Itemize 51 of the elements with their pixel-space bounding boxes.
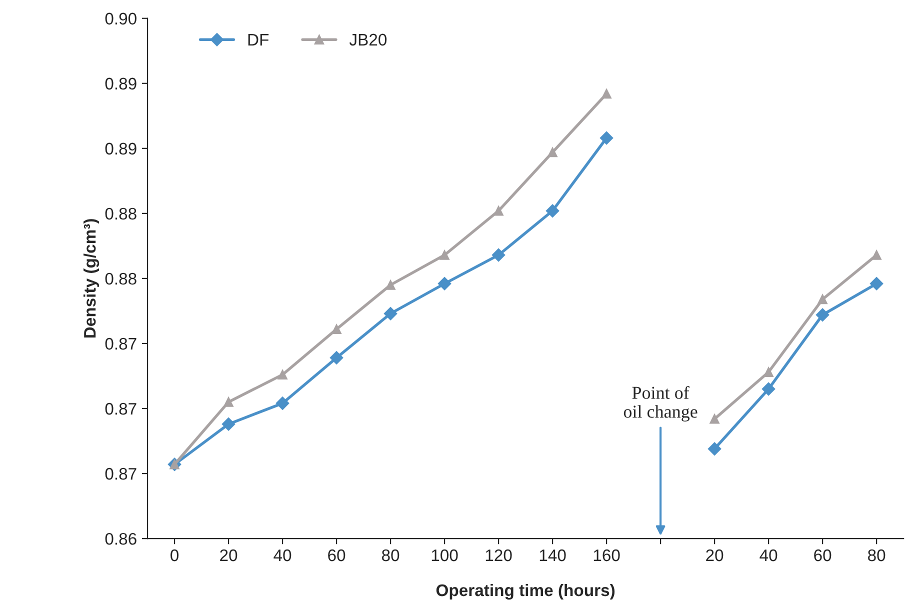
y-axis-title: Density (g/cm³) (84, 219, 100, 338)
point (710, 414, 720, 424)
point (602, 88, 612, 99)
y-tick-label: 0.87 (105, 338, 136, 350)
point (870, 277, 884, 290)
point (440, 250, 450, 260)
point (762, 382, 776, 396)
point (384, 306, 398, 320)
y-tick-label: 0.87 (105, 468, 136, 480)
point (276, 396, 290, 410)
x-axis-title: Operating time (hours) (436, 584, 615, 600)
y-tick-label: 0.89 (105, 142, 136, 155)
annotation: Point of oil change (624, 386, 698, 422)
y-tick-label: 0.88 (105, 272, 136, 285)
legend-label: DF (248, 34, 269, 46)
x-tick-label: 40 (760, 549, 778, 562)
point (278, 370, 288, 380)
point (600, 131, 614, 145)
x-tick-label: 80 (868, 549, 886, 562)
point (330, 351, 344, 364)
point (386, 280, 396, 290)
x-tick-label: 60 (328, 549, 346, 562)
x-tick-label: 160 (594, 549, 620, 562)
y-tick-label: 0.89 (105, 78, 136, 90)
y-tick-label: 0.87 (105, 402, 136, 415)
point (546, 204, 560, 218)
x-tick-label: 120 (486, 549, 512, 562)
x-tick-label: 140 (540, 549, 566, 562)
x-tick-label: 100 (432, 549, 458, 562)
x-tick-label: 20 (706, 549, 724, 562)
point (224, 397, 234, 407)
point (872, 250, 882, 260)
y-tick-label: 0.86 (105, 532, 136, 545)
point (764, 367, 774, 377)
x-tick-label: 80 (382, 549, 400, 562)
x-tick-label: 60 (814, 549, 832, 562)
point (494, 206, 504, 216)
y-tick-label: 0.88 (105, 208, 136, 220)
point (438, 277, 452, 290)
y-tick-label: 0.90 (105, 12, 136, 25)
legend-label: JB20 (349, 34, 387, 46)
point (548, 147, 558, 158)
point (492, 248, 506, 262)
x-tick-label: 40 (274, 549, 292, 562)
point (818, 294, 828, 304)
point (332, 324, 342, 334)
x-tick-label: 20 (220, 549, 238, 562)
x-tick-label: 0 (170, 549, 179, 562)
point (222, 418, 236, 431)
point (708, 442, 722, 456)
point (816, 308, 830, 322)
